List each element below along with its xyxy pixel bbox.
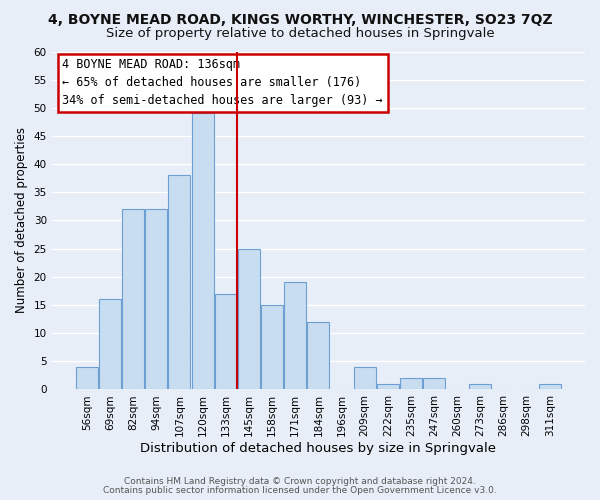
Bar	[76, 367, 98, 390]
Bar	[307, 322, 329, 390]
Bar	[353, 367, 376, 390]
Bar	[284, 282, 306, 390]
Bar	[145, 209, 167, 390]
X-axis label: Distribution of detached houses by size in Springvale: Distribution of detached houses by size …	[140, 442, 496, 455]
Bar	[423, 378, 445, 390]
Bar	[261, 305, 283, 390]
Text: 4, BOYNE MEAD ROAD, KINGS WORTHY, WINCHESTER, SO23 7QZ: 4, BOYNE MEAD ROAD, KINGS WORTHY, WINCHE…	[47, 12, 553, 26]
Bar	[169, 176, 190, 390]
Bar	[238, 248, 260, 390]
Bar	[99, 300, 121, 390]
Text: Contains HM Land Registry data © Crown copyright and database right 2024.: Contains HM Land Registry data © Crown c…	[124, 477, 476, 486]
Bar	[215, 294, 237, 390]
Bar	[469, 384, 491, 390]
Bar	[400, 378, 422, 390]
Text: Contains public sector information licensed under the Open Government Licence v3: Contains public sector information licen…	[103, 486, 497, 495]
Bar	[122, 209, 144, 390]
Y-axis label: Number of detached properties: Number of detached properties	[15, 128, 28, 314]
Text: Size of property relative to detached houses in Springvale: Size of property relative to detached ho…	[106, 28, 494, 40]
Text: 4 BOYNE MEAD ROAD: 136sqm
← 65% of detached houses are smaller (176)
34% of semi: 4 BOYNE MEAD ROAD: 136sqm ← 65% of detac…	[62, 58, 383, 108]
Bar	[191, 114, 214, 390]
Bar	[377, 384, 399, 390]
Bar	[539, 384, 561, 390]
